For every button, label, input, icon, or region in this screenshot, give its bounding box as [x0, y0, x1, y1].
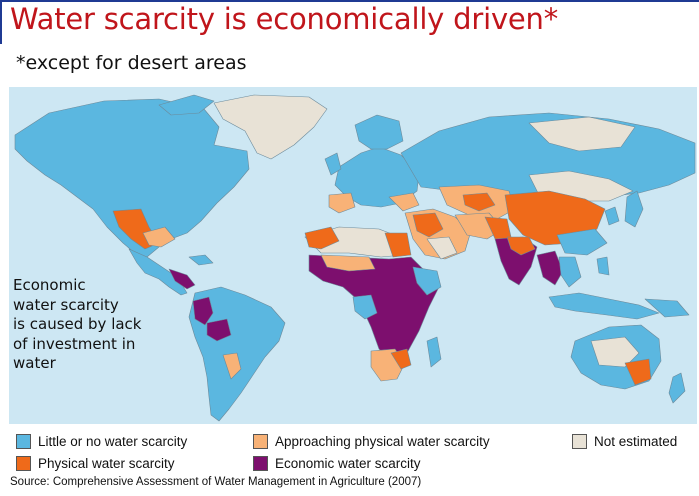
- central-africa-little: [352, 294, 378, 320]
- legend-item-little: Little or no water scarcity: [16, 434, 187, 449]
- south-africa-physical: [390, 348, 412, 370]
- legend-label-approaching: Approaching physical water scarcity: [275, 434, 490, 449]
- caribbean-region: [188, 254, 214, 266]
- southeast-asia-economic: [536, 250, 564, 286]
- top-rule: [0, 0, 699, 2]
- central-asia-physical: [462, 192, 496, 212]
- india-physical: [506, 236, 536, 256]
- southeast-asia-little: [558, 256, 582, 288]
- australia-murray-physical: [624, 358, 652, 386]
- northern-russia-not-estimated: [528, 116, 636, 152]
- source-citation: Source: Comprehensive Assessment of Wate…: [10, 476, 422, 488]
- middle-east-physical: [412, 212, 444, 238]
- legend-swatch-economic: [253, 456, 268, 471]
- japan-region: [624, 190, 644, 228]
- slide-title: Water scarcity is economically driven*: [10, 2, 559, 36]
- us-south-region: [142, 226, 176, 248]
- legend-label-economic: Economic water scarcity: [275, 456, 421, 471]
- arctic-islands-region: [158, 94, 215, 116]
- world-map-svg: [14, 94, 696, 422]
- legend-item-not-estimated: Not estimated: [572, 434, 677, 449]
- new-zealand-region: [668, 372, 686, 404]
- madagascar-region: [426, 336, 442, 368]
- andes-economic: [192, 296, 214, 326]
- argentina-approaching: [222, 352, 242, 380]
- east-europe-approaching: [388, 192, 420, 212]
- sahel-approaching: [320, 254, 376, 272]
- legend-swatch-approaching: [253, 434, 268, 449]
- arabia-not-estimated: [426, 236, 458, 260]
- legend-swatch-physical: [16, 456, 31, 471]
- indonesia-region: [548, 292, 660, 320]
- mexico-region: [128, 248, 188, 296]
- scandinavia-region: [354, 114, 404, 150]
- new-guinea-region: [644, 298, 690, 318]
- egypt-physical: [384, 232, 412, 258]
- greenland-region: [213, 94, 328, 160]
- uk-region: [324, 152, 342, 176]
- philippines-region: [596, 256, 610, 276]
- central-america-economic: [168, 268, 196, 290]
- slide-subtitle: *except for desert areas: [16, 52, 247, 74]
- horn-of-africa-little: [412, 266, 442, 296]
- legend-swatch-little: [16, 434, 31, 449]
- left-rule: [0, 0, 2, 44]
- bolivia-economic: [206, 318, 232, 342]
- legend-label-physical: Physical water scarcity: [38, 456, 175, 471]
- legend-item-physical: Physical water scarcity: [16, 456, 175, 471]
- legend-item-economic: Economic water scarcity: [253, 456, 421, 471]
- china-south-little: [556, 228, 608, 256]
- legend-item-approaching: Approaching physical water scarcity: [253, 434, 490, 449]
- north-africa-physical: [304, 226, 340, 250]
- map-annotation: Economic water scarcity is caused by lac…: [13, 276, 142, 372]
- korea-region: [604, 206, 620, 226]
- north-america-region: [14, 98, 250, 258]
- australia-interior-not-estimated: [590, 336, 640, 368]
- world-map: [9, 87, 697, 424]
- legend-swatch-not-estimated: [572, 434, 587, 449]
- legend-label-not-estimated: Not estimated: [594, 434, 678, 449]
- southern-europe-approaching: [328, 192, 356, 214]
- legend-label-little: Little or no water scarcity: [38, 434, 188, 449]
